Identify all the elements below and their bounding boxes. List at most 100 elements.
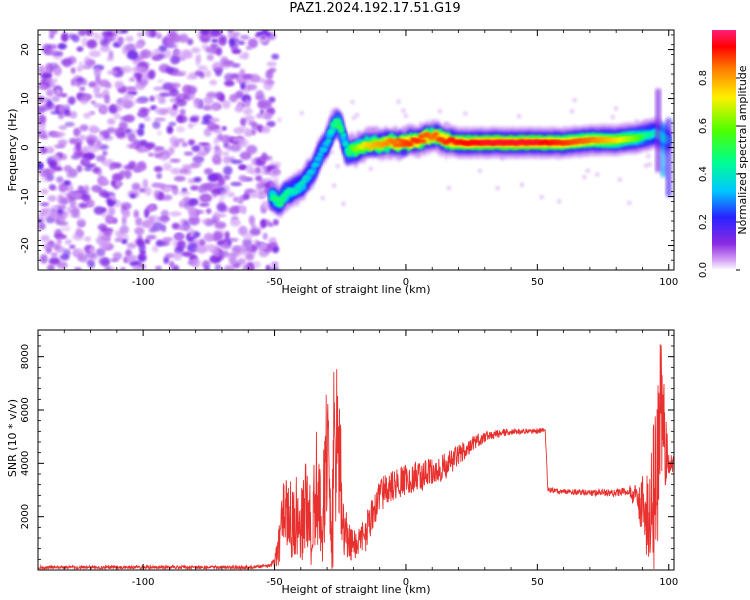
snr-background: [38, 330, 674, 570]
noise-blob: [74, 267, 82, 270]
edge-spike: [665, 118, 672, 197]
ridge-blob: [277, 201, 284, 207]
noise-blob: [189, 198, 198, 205]
noise-blob: [262, 112, 273, 121]
noise-blob: [57, 194, 64, 205]
noise-blob: [218, 36, 227, 46]
colorbar-tick-label: 0.8: [698, 70, 709, 86]
noise-blob: [106, 214, 113, 223]
noise-blob: [128, 77, 136, 82]
noise-blob: [238, 174, 247, 182]
noise-blob: [54, 88, 62, 96]
noise-blob: [156, 172, 163, 179]
noise-blob: [133, 209, 140, 219]
noise-blob: [249, 228, 261, 236]
x-tick-label: 100: [659, 577, 678, 588]
noise-blob: [222, 100, 231, 109]
ridge-blob: [308, 169, 315, 174]
noise-blob: [144, 238, 151, 245]
noise-blob: [148, 152, 155, 157]
faint-blob: [610, 114, 616, 120]
noise-blob: [85, 58, 96, 67]
noise-blob: [155, 240, 166, 247]
noise-blob: [227, 30, 234, 35]
noise-blob: [137, 127, 145, 137]
noise-blob: [38, 95, 45, 103]
noise-blob: [203, 96, 214, 105]
noise-blob: [203, 168, 213, 175]
noise-blob: [76, 65, 83, 72]
x-tick-label: 50: [531, 577, 544, 588]
faint-blob: [341, 201, 346, 207]
colorbar-gradient: [712, 30, 736, 270]
noise-blob: [77, 185, 85, 191]
noise-blob: [212, 128, 223, 134]
noise-blob: [146, 234, 157, 240]
noise-blob: [155, 265, 162, 270]
noise-blob: [266, 120, 276, 128]
faint-blob: [539, 194, 545, 200]
noise-blob: [189, 117, 199, 122]
noise-blob: [222, 60, 235, 66]
noise-blob: [173, 49, 184, 58]
noise-blob: [158, 216, 170, 223]
noise-blob: [50, 252, 58, 258]
noise-blob: [75, 142, 81, 152]
noise-blob: [103, 229, 113, 237]
spectrogram-frame: [37, 29, 675, 271]
noise-blob: [156, 130, 162, 137]
noise-blob: [246, 83, 258, 91]
ridge-blob: [304, 174, 311, 180]
faint-blob: [643, 163, 649, 169]
noise-blob: [196, 151, 208, 157]
noise-blob: [82, 146, 90, 154]
noise-blob: [258, 242, 268, 251]
noise-blob: [221, 125, 227, 131]
noise-blob: [79, 124, 89, 132]
noise-blob: [231, 48, 242, 55]
noise-blob: [268, 222, 274, 228]
faint-blob: [634, 118, 640, 124]
noise-blob: [63, 112, 72, 117]
snr-series-line: [38, 344, 674, 570]
noise-blob: [159, 183, 166, 190]
noise-blob: [51, 95, 60, 103]
noise-blob: [224, 80, 235, 87]
noise-blob: [176, 126, 186, 133]
noise-blob: [99, 104, 108, 115]
noise-blob: [179, 33, 189, 43]
faint-blob: [477, 168, 483, 174]
noise-blob: [40, 235, 50, 242]
noise-blob: [195, 53, 202, 62]
noise-blob: [132, 265, 142, 270]
noise-blob: [159, 92, 171, 97]
noise-blob: [243, 130, 252, 137]
noise-blob: [63, 248, 71, 257]
noise-blob: [122, 209, 131, 218]
noise-blob: [84, 236, 92, 242]
noise-blob: [121, 45, 129, 55]
noise-blob: [114, 80, 124, 90]
noise-blob: [203, 143, 212, 153]
noise-blob: [57, 112, 65, 120]
noise-blob: [207, 181, 214, 192]
noise-blob: [58, 182, 67, 193]
spectrogram-ylabel: Frequency (Hz): [6, 109, 19, 192]
noise-blob: [231, 245, 242, 254]
noise-blob: [154, 107, 161, 114]
noise-blob: [204, 69, 212, 78]
noise-blob: [265, 264, 271, 270]
colorbar-tick-label: 0.0: [698, 262, 709, 278]
noise-blob: [169, 108, 178, 118]
noise-blob: [168, 146, 175, 155]
noise-blob: [106, 127, 116, 134]
noise-blob: [244, 99, 251, 108]
noise-blob: [185, 85, 198, 95]
noise-blob: [46, 264, 55, 270]
noise-blob: [92, 166, 100, 173]
noise-blob: [97, 223, 108, 231]
noise-blob: [205, 208, 212, 215]
noise-blob: [40, 254, 48, 264]
noise-blob: [202, 104, 213, 111]
noise-blob: [134, 99, 146, 104]
